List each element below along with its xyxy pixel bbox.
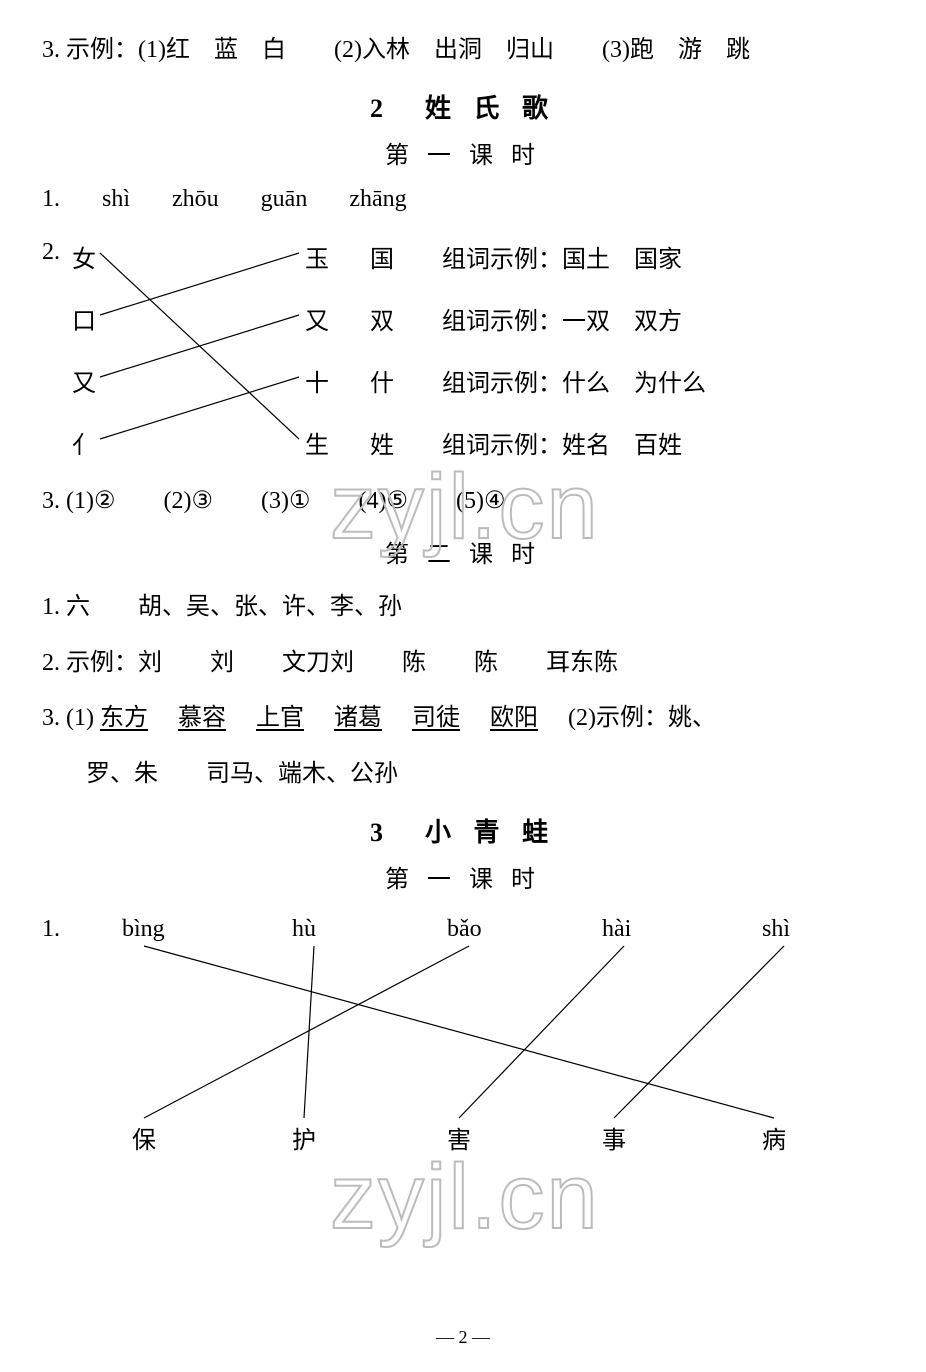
s2-q1: 1. shì zhōu guān zhāng xyxy=(42,186,884,213)
u-0: 东方 xyxy=(100,705,148,731)
u-1: 慕容 xyxy=(178,705,226,731)
q1-pinyin-3: zhāng xyxy=(349,186,406,212)
u-5: 欧阳 xyxy=(490,705,538,731)
s3-q1-match: 1. bìng hù bǎo hài shì 保 护 害 事 病 xyxy=(42,910,884,1170)
s2-q2-match: 2. 女 口 又 亻 玉 又 十 生 国 双 什 姓 组词示例：国土 国家 组词… xyxy=(42,229,884,467)
section2-sub1: 第 一 课 时 xyxy=(42,135,884,170)
s3-lines-svg xyxy=(42,910,884,1170)
s2p2-q3b: (2)示例：姚、 xyxy=(544,705,716,731)
u-4: 司徒 xyxy=(412,705,460,731)
s2p2-q2: 2. 示例：刘 刘 文刀刘 陈 陈 耳东陈 xyxy=(42,641,884,687)
s2p2-q3-line1: 3. (1) 东方 慕容 上官 诸葛 司徒 欧阳 (2)示例：姚、 xyxy=(42,696,884,742)
q1-label: 1. xyxy=(42,186,60,212)
q2-lines-svg xyxy=(42,229,884,467)
u-3: 诸葛 xyxy=(334,705,382,731)
page-footer: — 2 — xyxy=(0,1327,926,1348)
q1-pinyin-1: zhōu xyxy=(172,186,219,212)
section3-title: 3 小 青 蛙 xyxy=(42,812,884,849)
s2p2-q3-line2: 罗、朱 司马、端木、公孙 xyxy=(42,752,884,798)
section3-sub1: 第 一 课 时 xyxy=(42,859,884,894)
s2-q3: 3. (1)② (2)③ (3)① (4)⑤ (5)④ xyxy=(42,479,884,525)
s2p2-q3a: 3. (1) xyxy=(42,705,94,731)
section2-sub2: 第 二 课 时 xyxy=(42,534,884,569)
q1-pinyin-2: guān xyxy=(261,186,308,212)
q1-pinyin-0: shì xyxy=(102,186,130,212)
u-2: 上官 xyxy=(256,705,304,731)
s2p2-q1: 1. 六 胡、吴、张、许、李、孙 xyxy=(42,585,884,631)
prev-q3: 3. 示例：(1)红 蓝 白 (2)入林 出洞 归山 (3)跑 游 跳 xyxy=(42,28,884,74)
section2-title: 2 姓 氏 歌 xyxy=(42,88,884,125)
